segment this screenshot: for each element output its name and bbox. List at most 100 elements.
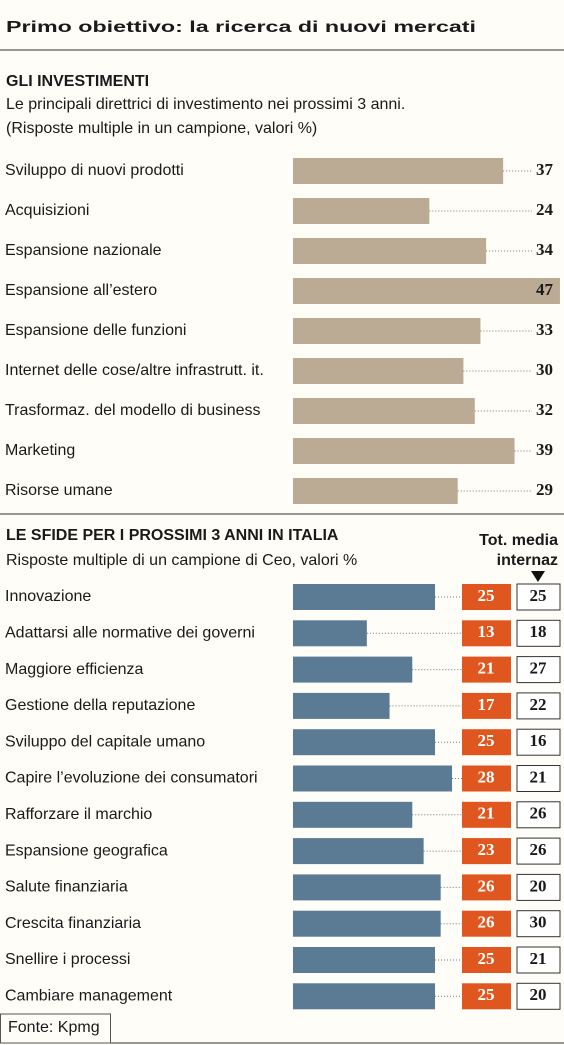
bar — [293, 692, 390, 719]
value-label: 21 — [478, 659, 495, 678]
value-box — [462, 656, 511, 683]
value-box — [462, 838, 511, 865]
category-label: Sviluppo del capitale umano — [5, 733, 205, 750]
value-label: 34 — [536, 240, 554, 259]
bar — [293, 278, 560, 304]
avg-label: 22 — [530, 695, 547, 714]
bar — [293, 438, 515, 464]
avg-box — [516, 765, 561, 792]
avg-label: 26 — [530, 840, 547, 859]
value-box — [462, 983, 511, 1010]
value-box — [462, 801, 511, 828]
category-label: Maggiore efficienza — [5, 661, 144, 678]
value-box — [462, 692, 511, 719]
section-title: LE SFIDE PER I PROSSIMI 3 ANNI IN ITALIA — [6, 527, 339, 544]
bar — [293, 983, 435, 1010]
category-label: Marketing — [5, 442, 75, 459]
bar — [293, 620, 367, 647]
bar — [293, 478, 458, 504]
avg-label: 26 — [530, 804, 547, 823]
value-label: 33 — [536, 320, 553, 339]
avg-label: 21 — [530, 767, 547, 786]
value-box — [462, 947, 511, 973]
value-label: 21 — [478, 804, 495, 823]
value-label: 28 — [478, 767, 495, 786]
value-label: 30 — [536, 360, 553, 379]
value-label: 25 — [478, 586, 495, 605]
bar — [293, 947, 435, 973]
value-label: 29 — [536, 480, 553, 499]
bar — [293, 765, 453, 792]
category-label: Risorse umane — [5, 482, 113, 499]
value-box — [462, 584, 511, 610]
avg-box — [516, 982, 561, 1010]
subtitle: Risposte multiple di un campione di Ceo,… — [6, 552, 357, 569]
bar — [293, 910, 441, 937]
avg-box — [516, 801, 561, 829]
bar — [293, 838, 424, 865]
category-label: Rafforzare il marchio — [5, 806, 152, 823]
section-title: GLI INVESTIMENTI — [6, 73, 149, 90]
page-title: Primo obiettivo: la ricerca di nuovi mer… — [6, 19, 476, 36]
category-label: Salute finanziaria — [5, 879, 128, 896]
avg-label: 16 — [530, 731, 547, 750]
bar — [293, 656, 413, 683]
avg-box — [516, 910, 561, 938]
value-label: 39 — [536, 440, 553, 459]
value-label: 26 — [478, 913, 495, 932]
category-label: Innovazione — [5, 588, 91, 605]
column-header: Tot. media internaz — [479, 532, 558, 569]
value-label: 13 — [478, 622, 495, 641]
avg-box — [516, 692, 561, 720]
avg-label: 30 — [530, 913, 547, 932]
value-label: 17 — [478, 695, 496, 714]
value-label: 26 — [478, 876, 495, 895]
avg-box — [516, 619, 561, 647]
category-label: Gestione della reputazione — [5, 697, 195, 714]
bar — [293, 584, 435, 610]
bar — [293, 874, 441, 901]
value-label: 24 — [536, 200, 554, 219]
avg-label: 20 — [530, 985, 547, 1004]
category-label: Espansione delle funzioni — [5, 322, 186, 339]
value-label: 25 — [478, 949, 495, 968]
value-label: 25 — [478, 985, 495, 1004]
category-label: Espansione geografica — [5, 842, 168, 859]
bar — [293, 358, 464, 384]
avg-box — [516, 728, 561, 756]
category-label: Cambiare management — [5, 988, 173, 1005]
avg-label: 20 — [530, 876, 547, 895]
source: Fonte: Kpmg — [8, 1019, 100, 1036]
category-label: Crescita finanziaria — [5, 915, 141, 932]
category-label: Acquisizioni — [5, 202, 89, 219]
category-label: Espansione all’estero — [5, 282, 157, 299]
avg-label: 27 — [530, 659, 548, 678]
bar — [293, 801, 413, 828]
source-box — [0, 1013, 111, 1044]
arrow — [531, 571, 545, 582]
avg-box — [516, 873, 561, 901]
category-label: Sviluppo di nuovi prodotti — [5, 162, 184, 179]
avg-box — [516, 837, 561, 865]
avg-box — [516, 583, 561, 611]
avg-box — [516, 946, 561, 974]
bar — [293, 198, 430, 224]
bar — [293, 318, 481, 344]
category-label: Trasformaz. del modello di business — [5, 402, 261, 419]
avg-label: 25 — [530, 586, 547, 605]
bar — [293, 729, 435, 756]
value-label: 25 — [478, 731, 495, 750]
avg-box — [516, 656, 561, 684]
bar — [293, 398, 475, 424]
value-box — [462, 729, 511, 756]
value-label: 37 — [536, 160, 554, 179]
value-box — [462, 910, 511, 937]
value-label: 23 — [478, 840, 495, 859]
bar — [293, 238, 487, 264]
subtitle: Le principali direttrici di investimento… — [6, 96, 405, 113]
avg-label: 18 — [530, 622, 547, 641]
category-label: Capire l’evoluzione dei consumatori — [5, 770, 258, 787]
category-label: Snellire i processi — [5, 951, 130, 968]
subtitle: (Risposte multiple in un campione, valor… — [6, 120, 317, 137]
